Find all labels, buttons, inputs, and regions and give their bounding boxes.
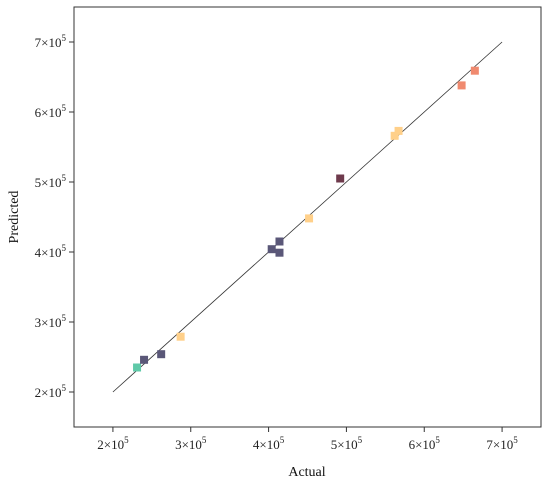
x-axis: 2×105 3×105 4×105 5×105 6×105 7×105 [97, 427, 518, 452]
y-tick-label: 2×105 [35, 383, 67, 400]
x-tick-label: 5×105 [331, 435, 363, 452]
plot-frame [73, 6, 542, 428]
data-point [275, 237, 284, 246]
y-axis-label: Predicted [7, 191, 22, 244]
data-points [133, 66, 479, 372]
y-axis: 2×105 3×105 4×105 5×105 6×105 7×105 [35, 33, 74, 400]
x-tick-label: 2×105 [97, 435, 129, 452]
data-point [305, 214, 314, 223]
y-tick-label: 3×105 [35, 313, 67, 330]
data-point [457, 81, 466, 90]
data-point [267, 245, 276, 254]
x-tick-label: 4×105 [253, 435, 285, 452]
data-point [140, 355, 149, 364]
data-point [336, 174, 345, 183]
data-point [394, 126, 403, 135]
y-tick-label: 7×105 [35, 33, 67, 50]
data-point [176, 332, 185, 341]
x-tick-label: 6×105 [409, 435, 441, 452]
data-point [275, 248, 284, 257]
y-tick-label: 4×105 [35, 243, 67, 260]
x-axis-label: Actual [288, 465, 325, 480]
x-tick-label: 7×105 [486, 435, 518, 452]
y-tick-label: 5×105 [35, 173, 67, 190]
data-point [390, 131, 399, 140]
y-tick-label: 6×105 [35, 103, 67, 120]
x-tick-label: 3×105 [175, 435, 207, 452]
data-point [470, 66, 479, 75]
data-point [157, 350, 166, 359]
data-point [133, 363, 142, 372]
